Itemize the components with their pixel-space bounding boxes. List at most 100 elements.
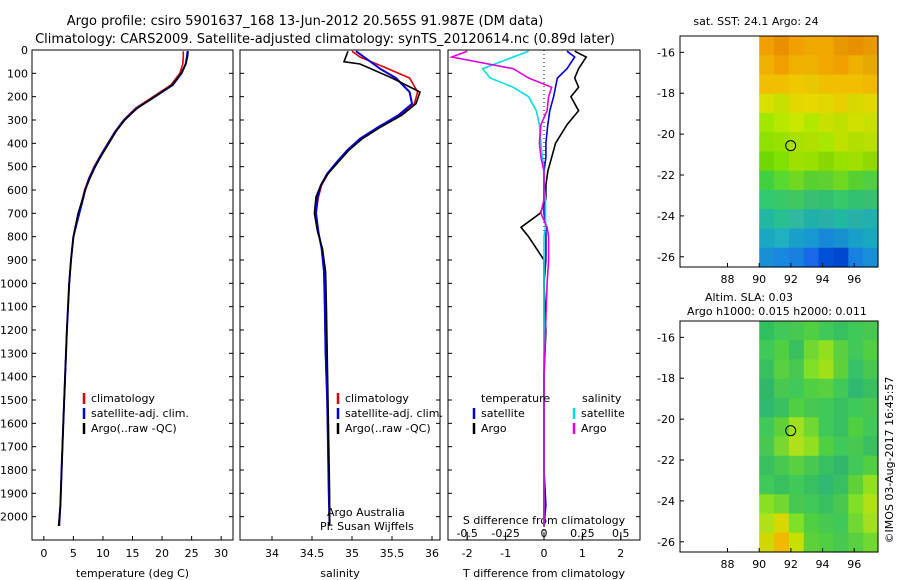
depth-tick-label: 100 (7, 67, 28, 80)
sst-map-cell (833, 113, 849, 133)
sst-map-cell (818, 209, 835, 230)
depth-tick-label: 1500 (0, 394, 28, 407)
differences-t-xtick-label: 0 (541, 547, 548, 560)
sst-map-title: sat. SST: 24.1 Argo: 24 (693, 15, 818, 28)
sst-map-cell (788, 132, 805, 153)
sla-map-cell (863, 359, 879, 380)
sla-map-argo-position-marker (785, 425, 797, 437)
sla-map-cell (788, 494, 805, 515)
sla-map-cell (788, 532, 805, 553)
depth-tick-label: 700 (7, 207, 28, 220)
sst-map-cell (833, 55, 849, 76)
differences-legend-temperature-title: temperature (481, 392, 550, 405)
sla-map-cell (803, 359, 820, 380)
sla-map-cell (818, 455, 835, 476)
temperature-xtick-label: 10 (96, 547, 110, 560)
sla-map-cell (833, 455, 849, 476)
sst-map-cell (759, 228, 775, 249)
sst-map-cell (863, 74, 879, 95)
sst-map-cell (803, 209, 820, 230)
sst-map-cell (759, 36, 775, 56)
salinity-xtick-label: 34 (265, 547, 279, 560)
sla-map-cell (833, 417, 849, 438)
differences-t-xtick-label: 1 (579, 547, 586, 560)
sst-map-cell (833, 151, 849, 172)
sla-map-cell (833, 532, 849, 553)
differences-temperature-legend-label-0: satellite (481, 407, 525, 420)
sla-map-xtick-label: 88 (721, 558, 735, 571)
sst-map-cell (759, 113, 775, 133)
sst-map-cell (818, 55, 835, 76)
salinity-xtick-label: 35.5 (380, 547, 405, 560)
sla-map-xtick-label: 90 (752, 558, 766, 571)
sst-map-cell (759, 170, 775, 191)
sst-map-cell (788, 55, 805, 76)
sla-map-cell (774, 436, 790, 457)
sla-map-cell (803, 321, 820, 341)
salinity-axis-label: salinity (320, 567, 360, 580)
sla-map-ytick-label: -18 (657, 372, 675, 385)
temperature-legend-label-2: Argo(..raw -QC) (91, 422, 177, 435)
sla-map-xtick-label: 94 (816, 558, 830, 571)
differences-t-axis-label: T difference from climatology (462, 567, 625, 580)
differences-salinity-legend-label-1: Argo (581, 422, 607, 435)
sla-map-cell (833, 494, 849, 515)
sla-map-cell (818, 359, 835, 380)
sst-map-cell (818, 247, 835, 268)
sla-map-cell (818, 378, 835, 399)
sst-map-xtick-label: 92 (784, 273, 798, 286)
sst-map-cell (848, 36, 864, 56)
sla-map-cell (788, 455, 805, 476)
sla-map-cell (759, 359, 775, 380)
sst-map-cell (788, 93, 805, 114)
depth-tick-label: 1200 (0, 324, 28, 337)
sla-map-cell (788, 436, 805, 457)
salinity-legend-label-1: satellite-adj. clim. (345, 407, 443, 420)
sla-map-cell (774, 513, 790, 534)
salinity-series-satellite (314, 50, 414, 527)
differences-s-xtick-label: 0.25 (570, 527, 595, 540)
sla-map-cell (863, 513, 879, 534)
sla-map-cell (774, 398, 790, 418)
differences-salinity-legend-label-0: satellite (581, 407, 625, 420)
depth-tick-label: 1800 (0, 464, 28, 477)
sla-map-cell (863, 455, 879, 476)
sla-map-cell (788, 359, 805, 380)
sst-map-ytick-label: -20 (657, 128, 675, 141)
sla-map-xtick-label: 96 (847, 558, 861, 571)
sla-map-cell (803, 532, 820, 553)
sla-map-cell (803, 494, 820, 515)
sla-map-cell (833, 359, 849, 380)
depth-tick-label: 2000 (0, 511, 28, 524)
sla-map-cell (774, 359, 790, 380)
sla-map-cell (788, 340, 805, 361)
sla-map-cell (818, 494, 835, 515)
sla-map-ytick-label: -16 (657, 331, 675, 344)
sst-map-cell (863, 93, 879, 114)
depth-tick-label: 800 (7, 231, 28, 244)
sst-map-cell (759, 93, 775, 114)
sla-map-cell (774, 321, 790, 341)
temperature-xtick-label: 20 (155, 547, 169, 560)
sst-map-cell (818, 132, 835, 153)
sst-map-cell (803, 132, 820, 153)
sla-map-cell (818, 417, 835, 438)
depth-tick-label: 1100 (0, 301, 28, 314)
depth-tick-label: 300 (7, 114, 28, 127)
sla-map-cell (833, 513, 849, 534)
sst-map-cell (803, 36, 820, 56)
sla-map-cell (848, 532, 864, 553)
sla-map-cell (788, 417, 805, 438)
sst-map-cell (759, 190, 775, 210)
sla-map-cell (863, 378, 879, 399)
temperature-series-climatology (57, 51, 185, 527)
sla-map-cell (818, 436, 835, 457)
differences-legend-salinity-title: salinity (582, 392, 622, 405)
depth-tick-label: 1000 (0, 277, 28, 290)
differences-series-0 (543, 50, 576, 527)
sst-map-cell (848, 132, 864, 153)
depth-tick-label: 900 (7, 254, 28, 267)
sst-map-cell (863, 55, 879, 76)
sla-map-cell (863, 340, 879, 361)
depth-tick-label: 600 (7, 184, 28, 197)
